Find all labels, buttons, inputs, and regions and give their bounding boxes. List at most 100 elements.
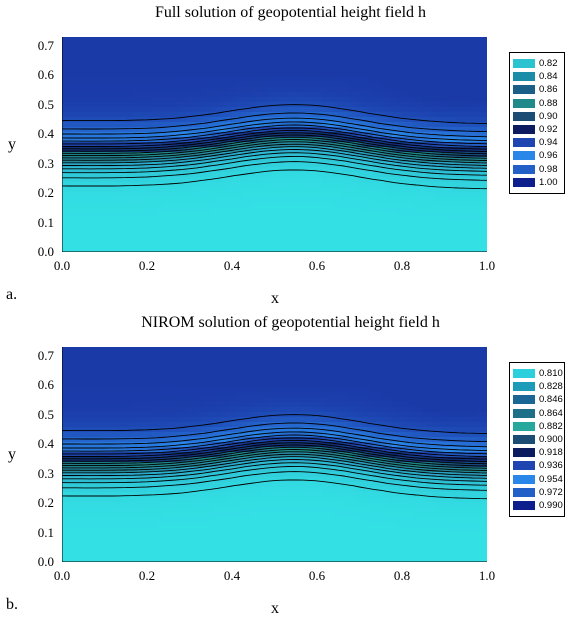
contour-line [62, 449, 487, 469]
y-tick-label: 0.3 [37, 155, 54, 171]
x-tick-label: 1.0 [478, 568, 496, 583]
contour-line [62, 112, 487, 133]
legend-entry: 0.828 [513, 380, 563, 393]
contour-line [62, 444, 487, 465]
contour-line [62, 124, 487, 145]
contour-line [62, 479, 487, 500]
x-tick-label: 0.6 [308, 568, 326, 583]
legend-label: 0.90 [539, 110, 558, 122]
legend-swatch [513, 461, 535, 471]
contour-line [62, 431, 487, 452]
legend: 0.810 0.828 0.846 0.864 0.882 0.900 0.918 0.936… [509, 362, 565, 518]
contour-line [62, 456, 487, 476]
x-axis-label: x [271, 290, 279, 307]
contour-line [62, 117, 487, 138]
legend-swatch [513, 138, 535, 148]
y-tick-label: 0.3 [37, 465, 54, 481]
legend-swatch [513, 487, 535, 497]
y-tick-label: 0.7 [37, 347, 54, 363]
x-axis-label: x [271, 600, 279, 617]
panel-a: Full solution of geopotential height fie… [6, 4, 565, 307]
legend-label: 0.864 [539, 407, 563, 419]
x-tick-label: 0.6 [308, 258, 326, 273]
contour-line [62, 471, 487, 491]
y-tick-label: 0.4 [37, 436, 54, 452]
legend-entry: 0.84 [513, 70, 561, 83]
legend-label: 0.936 [539, 460, 563, 472]
panel-label: b. [6, 596, 18, 613]
legend-label: 0.88 [539, 97, 558, 109]
legend-entry: 0.96 [513, 149, 561, 162]
contour-line [62, 104, 487, 124]
contour-line [62, 446, 487, 467]
contour-line [62, 127, 487, 148]
field-fill [62, 347, 487, 562]
legend-swatch [513, 125, 535, 135]
contour-lines [62, 104, 487, 190]
y-tick-label: 0.1 [37, 214, 54, 230]
legend-label: 0.96 [539, 150, 558, 162]
legend-entry: 0.82 [513, 57, 561, 70]
y-axis-label: y [8, 446, 16, 463]
legend-label: 0.86 [539, 84, 558, 96]
legend-entry: 0.88 [513, 97, 561, 110]
panel-label: a. [6, 286, 18, 303]
legend-label: 0.98 [539, 163, 558, 175]
legend-label: 0.900 [539, 434, 563, 446]
legend-swatch [513, 369, 535, 379]
y-tick-label: 0.2 [37, 495, 54, 511]
legend-label: 0.918 [539, 447, 563, 459]
legend-entry: 0.972 [513, 486, 563, 499]
contour-line [62, 136, 487, 157]
legend-entry: 0.900 [513, 433, 563, 446]
contour-line [62, 149, 487, 169]
contour-line [62, 152, 487, 172]
y-axis-label: y [8, 136, 16, 153]
panel-b: NIROM solution of geopotential height fi… [0, 310, 581, 620]
contour-line [62, 414, 487, 434]
legend-swatch [513, 111, 535, 121]
legend-label: 0.82 [539, 58, 558, 70]
legend-swatch [513, 72, 535, 82]
legend-entry: 0.918 [513, 446, 563, 459]
legend-entry: 0.864 [513, 407, 563, 420]
legend-entry: 0.98 [513, 163, 561, 176]
legend-entry: 0.90 [513, 110, 561, 123]
contour-line [62, 129, 487, 150]
legend-swatch [513, 59, 535, 69]
legend-swatch [513, 448, 535, 458]
legend-label: 0.94 [539, 137, 558, 149]
legend-swatch [513, 435, 535, 445]
contour-line [62, 141, 487, 161]
contour-line [62, 143, 487, 164]
contour-line [62, 422, 487, 443]
y-tick-label: 0.0 [37, 244, 54, 259]
legend-swatch [513, 164, 535, 174]
x-tick-label: 1.0 [478, 258, 496, 273]
x-tick-label: 0.4 [223, 258, 241, 273]
field-fill [62, 37, 487, 252]
legend-entry: 0.936 [513, 459, 563, 472]
legend-label: 0.846 [539, 394, 563, 406]
legend-entry: 0.882 [513, 420, 563, 433]
contour-plot [62, 347, 487, 562]
chart-title: NIROM solution of geopotential height fi… [141, 314, 440, 331]
legend-label: 0.972 [539, 486, 563, 498]
legend-entry: 0.954 [513, 473, 563, 486]
contour-line [62, 462, 487, 482]
contour-lines [62, 414, 487, 500]
contour-line [62, 155, 487, 176]
x-tick-label: 0.8 [393, 258, 411, 273]
legend-label: 0.810 [539, 368, 563, 380]
legend-label: 0.84 [539, 71, 558, 83]
legend-entry: 0.990 [513, 499, 563, 512]
y-tick-label: 0.1 [37, 524, 54, 540]
x-tick-label: 0.8 [393, 568, 411, 583]
legend-swatch [513, 408, 535, 418]
legend-swatch [513, 177, 535, 187]
y-tick-label: 0.6 [37, 377, 54, 393]
x-tick-label: 0.4 [223, 568, 241, 583]
contour-plot [62, 37, 487, 252]
contour-line [62, 439, 487, 460]
y-tick-label: 0.5 [37, 406, 54, 422]
